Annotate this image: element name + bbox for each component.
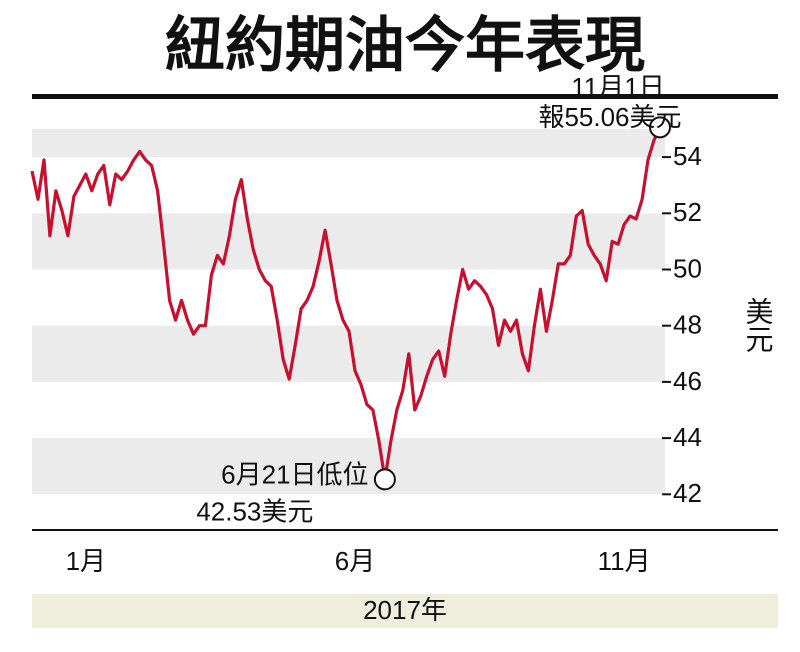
y-tick-label: 42: [673, 478, 702, 508]
year-band: [32, 594, 778, 628]
title-rule: [32, 94, 778, 99]
y-tick-label: 54: [673, 141, 702, 171]
y-axis-label: 美元: [743, 297, 774, 353]
y-tick-label: 48: [673, 310, 702, 340]
annotation: 報55.06美元: [538, 102, 681, 132]
annotation: 42.53美元: [196, 496, 313, 526]
chart-title: 紐約期油今年表現: [165, 13, 645, 79]
x-tick-label: 1月: [66, 546, 106, 576]
y-tick-label: 46: [673, 366, 702, 396]
price-line: [30, 126, 662, 481]
point-marker: [373, 468, 396, 491]
x-axis-line: [32, 529, 778, 531]
plot-area: [30, 126, 671, 496]
band: [32, 213, 665, 270]
y-tick-label: 52: [673, 197, 702, 227]
band: [32, 438, 665, 495]
x-tick-label: 11月: [598, 546, 651, 576]
y-tick-label: 50: [673, 253, 702, 283]
y-tick-label: 44: [673, 422, 702, 452]
annotation: 11月1日: [571, 72, 664, 102]
annotation: 6月21日低位: [221, 459, 368, 489]
point-marker: [649, 116, 671, 139]
x-tick-label: 6月: [335, 546, 375, 576]
band: [32, 129, 665, 158]
x-axis-label: 2017年: [363, 595, 447, 625]
